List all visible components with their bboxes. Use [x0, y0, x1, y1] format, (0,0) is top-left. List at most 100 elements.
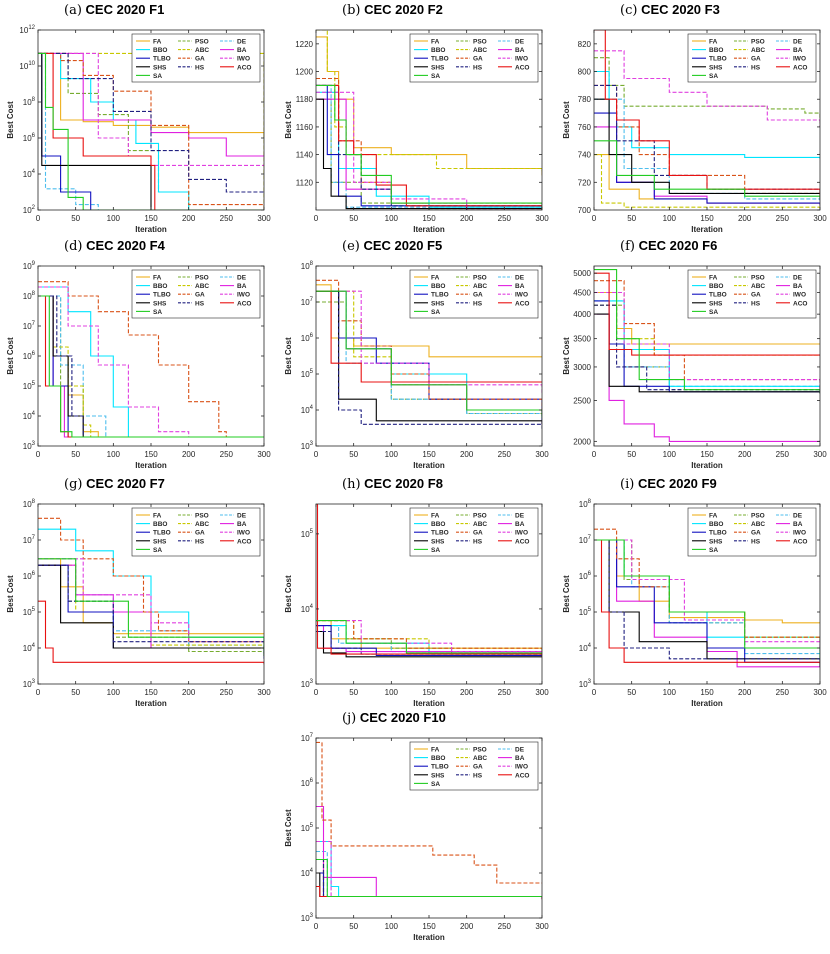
y-tick-exponent: 5	[310, 369, 314, 375]
y-tick-base: 10	[579, 644, 588, 653]
y-tick-base: 10	[301, 442, 310, 451]
legend-label: IWO	[793, 56, 806, 63]
x-tick-label: 200	[738, 688, 752, 697]
y-tick-label: 780	[578, 95, 592, 104]
legend-label: ABC	[751, 47, 765, 54]
legend-label: HS	[473, 64, 483, 71]
y-tick-label: 107	[23, 535, 36, 545]
legend-label: IWO	[515, 530, 528, 537]
legend-label: GA	[195, 292, 205, 299]
legend-label: SA	[709, 73, 718, 80]
y-tick-label: 104	[579, 643, 592, 653]
legend-box	[409, 741, 539, 791]
legend-label: SA	[431, 73, 440, 80]
y-tick-label: 4500	[573, 289, 591, 298]
legend-label: ABC	[195, 521, 209, 528]
y-tick-label: 1180	[296, 95, 314, 104]
y-tick-exponent: 5	[32, 381, 36, 387]
series-line-hs	[38, 52, 264, 193]
legend: FA PSO DE BBO ABC BA TLBO GA IWO SHS HS ACO SA	[409, 269, 539, 319]
x-tick-label: 150	[422, 922, 436, 931]
series-line-iwo	[316, 620, 542, 655]
y-tick-exponent: 5	[310, 823, 314, 829]
legend-label: BA	[237, 521, 247, 528]
y-tick-base: 4000	[573, 310, 591, 319]
series-line-abc	[38, 295, 264, 438]
series-line-aco	[38, 600, 264, 665]
legend-label: PSO	[751, 39, 765, 46]
x-tick-label: 0	[592, 450, 597, 459]
y-tick-exponent: 7	[32, 535, 36, 541]
x-axis-label: Iteration	[413, 225, 445, 234]
legend-label: DE	[237, 275, 247, 282]
x-tick-label: 50	[71, 450, 80, 459]
legend-label: FA	[153, 513, 162, 520]
chart-svg: 0 50 100 150 200 250 300103104105106107108Iter…	[284, 261, 549, 470]
y-tick-label: 740	[578, 151, 592, 160]
legend-label: IWO	[793, 292, 806, 299]
series-line-sa	[38, 295, 264, 438]
chart-title: (g) CEC 2020 F7	[64, 476, 165, 492]
y-tick-label: 105	[23, 607, 36, 617]
chart-title-text: CEC 2020 F7	[86, 476, 165, 491]
legend-label: IWO	[237, 56, 250, 63]
legend-label: DE	[237, 39, 247, 46]
legend-label: BBO	[431, 283, 445, 290]
y-tick-base: 700	[578, 206, 592, 215]
y-tick-label: 107	[301, 297, 314, 307]
x-tick-label: 200	[738, 450, 752, 459]
legend-label: ABC	[751, 283, 765, 290]
legend-label: IWO	[237, 530, 250, 537]
x-tick-label: 150	[700, 450, 714, 459]
y-tick-label: 1220	[295, 40, 313, 49]
y-tick-exponent: 3	[588, 679, 592, 685]
legend-label: ABC	[473, 47, 487, 54]
y-tick-base: 10	[23, 680, 32, 689]
legend: FA PSO DE BBO ABC BA TLBO GA IWO SHS HS ACO SA	[409, 33, 539, 83]
y-tick-base: 10	[301, 824, 310, 833]
y-tick-exponent: 8	[588, 499, 592, 505]
y-tick-label: 105	[579, 607, 592, 617]
chart-title: (d) CEC 2020 F4	[64, 238, 165, 254]
legend-label: HS	[751, 64, 761, 71]
legend-label: TLBO	[153, 56, 171, 63]
x-tick-label: 50	[349, 214, 358, 223]
x-tick-label: 100	[663, 214, 677, 223]
legend-label: ACO	[237, 300, 251, 307]
y-tick-exponent: 4	[310, 604, 314, 610]
x-tick-label: 150	[700, 688, 714, 697]
series-line-pso	[38, 52, 264, 210]
y-tick-base: 10	[301, 869, 310, 878]
y-tick-base: 10	[579, 536, 588, 545]
series-line-iwo	[594, 291, 820, 394]
legend-label: BA	[793, 283, 803, 290]
x-tick-label: 300	[535, 214, 549, 223]
legend-label: SHS	[709, 538, 723, 545]
y-tick-label: 1012	[19, 25, 35, 35]
legend-label: PSO	[195, 275, 209, 282]
chart-svg: 0 50 100 150 200 250 300103104105106107108Iter…	[6, 499, 271, 708]
legend-label: IWO	[515, 764, 528, 771]
legend-label: BA	[515, 521, 525, 528]
legend-label: SHS	[709, 64, 723, 71]
panel-f7: (g) CEC 2020 F7 0 50 100 150 200 250 300 103 104 1…	[4, 476, 276, 710]
x-tick-label: 50	[349, 922, 358, 931]
legend-label: ACO	[515, 64, 529, 71]
y-tick-exponent: 8	[310, 261, 314, 267]
series-group	[38, 52, 264, 210]
y-tick-base: 10	[23, 572, 32, 581]
series-group	[594, 528, 820, 668]
y-tick-label: 107	[301, 733, 314, 743]
y-tick-label: 106	[23, 351, 36, 361]
legend: FA PSO DE BBO ABC BA TLBO GA IWO SHS HS ACO SA	[131, 507, 261, 557]
y-tick-label: 108	[23, 499, 36, 509]
x-tick-label: 50	[349, 688, 358, 697]
y-tick-exponent: 3	[310, 679, 314, 685]
series-line-sa	[594, 269, 820, 394]
legend-label: IWO	[793, 530, 806, 537]
x-tick-label: 0	[36, 214, 41, 223]
legend-label: HS	[195, 538, 205, 545]
series-group	[38, 517, 264, 665]
legend-label: IWO	[237, 292, 250, 299]
x-axis-label: Iteration	[413, 933, 445, 942]
